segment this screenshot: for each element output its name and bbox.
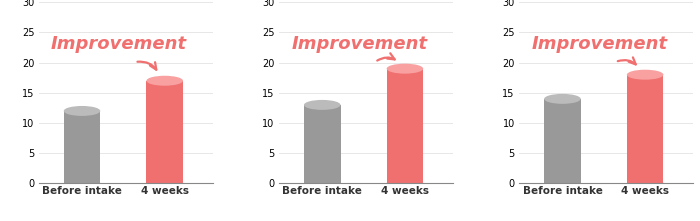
Ellipse shape	[386, 178, 424, 189]
Text: Improvement: Improvement	[531, 35, 668, 53]
Ellipse shape	[627, 70, 664, 80]
Ellipse shape	[627, 178, 664, 189]
Ellipse shape	[146, 178, 183, 189]
Ellipse shape	[146, 76, 183, 86]
Ellipse shape	[64, 178, 100, 189]
Ellipse shape	[304, 178, 340, 189]
Ellipse shape	[64, 106, 100, 116]
Text: Improvement: Improvement	[51, 35, 187, 53]
Bar	[627, 75, 664, 183]
Bar	[304, 105, 340, 183]
Bar	[544, 99, 581, 183]
Ellipse shape	[544, 178, 581, 189]
Text: Improvement: Improvement	[291, 35, 427, 53]
Bar	[64, 111, 100, 183]
Ellipse shape	[544, 94, 581, 104]
Bar	[146, 81, 183, 183]
Ellipse shape	[386, 64, 424, 74]
Bar	[386, 69, 424, 183]
Ellipse shape	[304, 100, 340, 110]
